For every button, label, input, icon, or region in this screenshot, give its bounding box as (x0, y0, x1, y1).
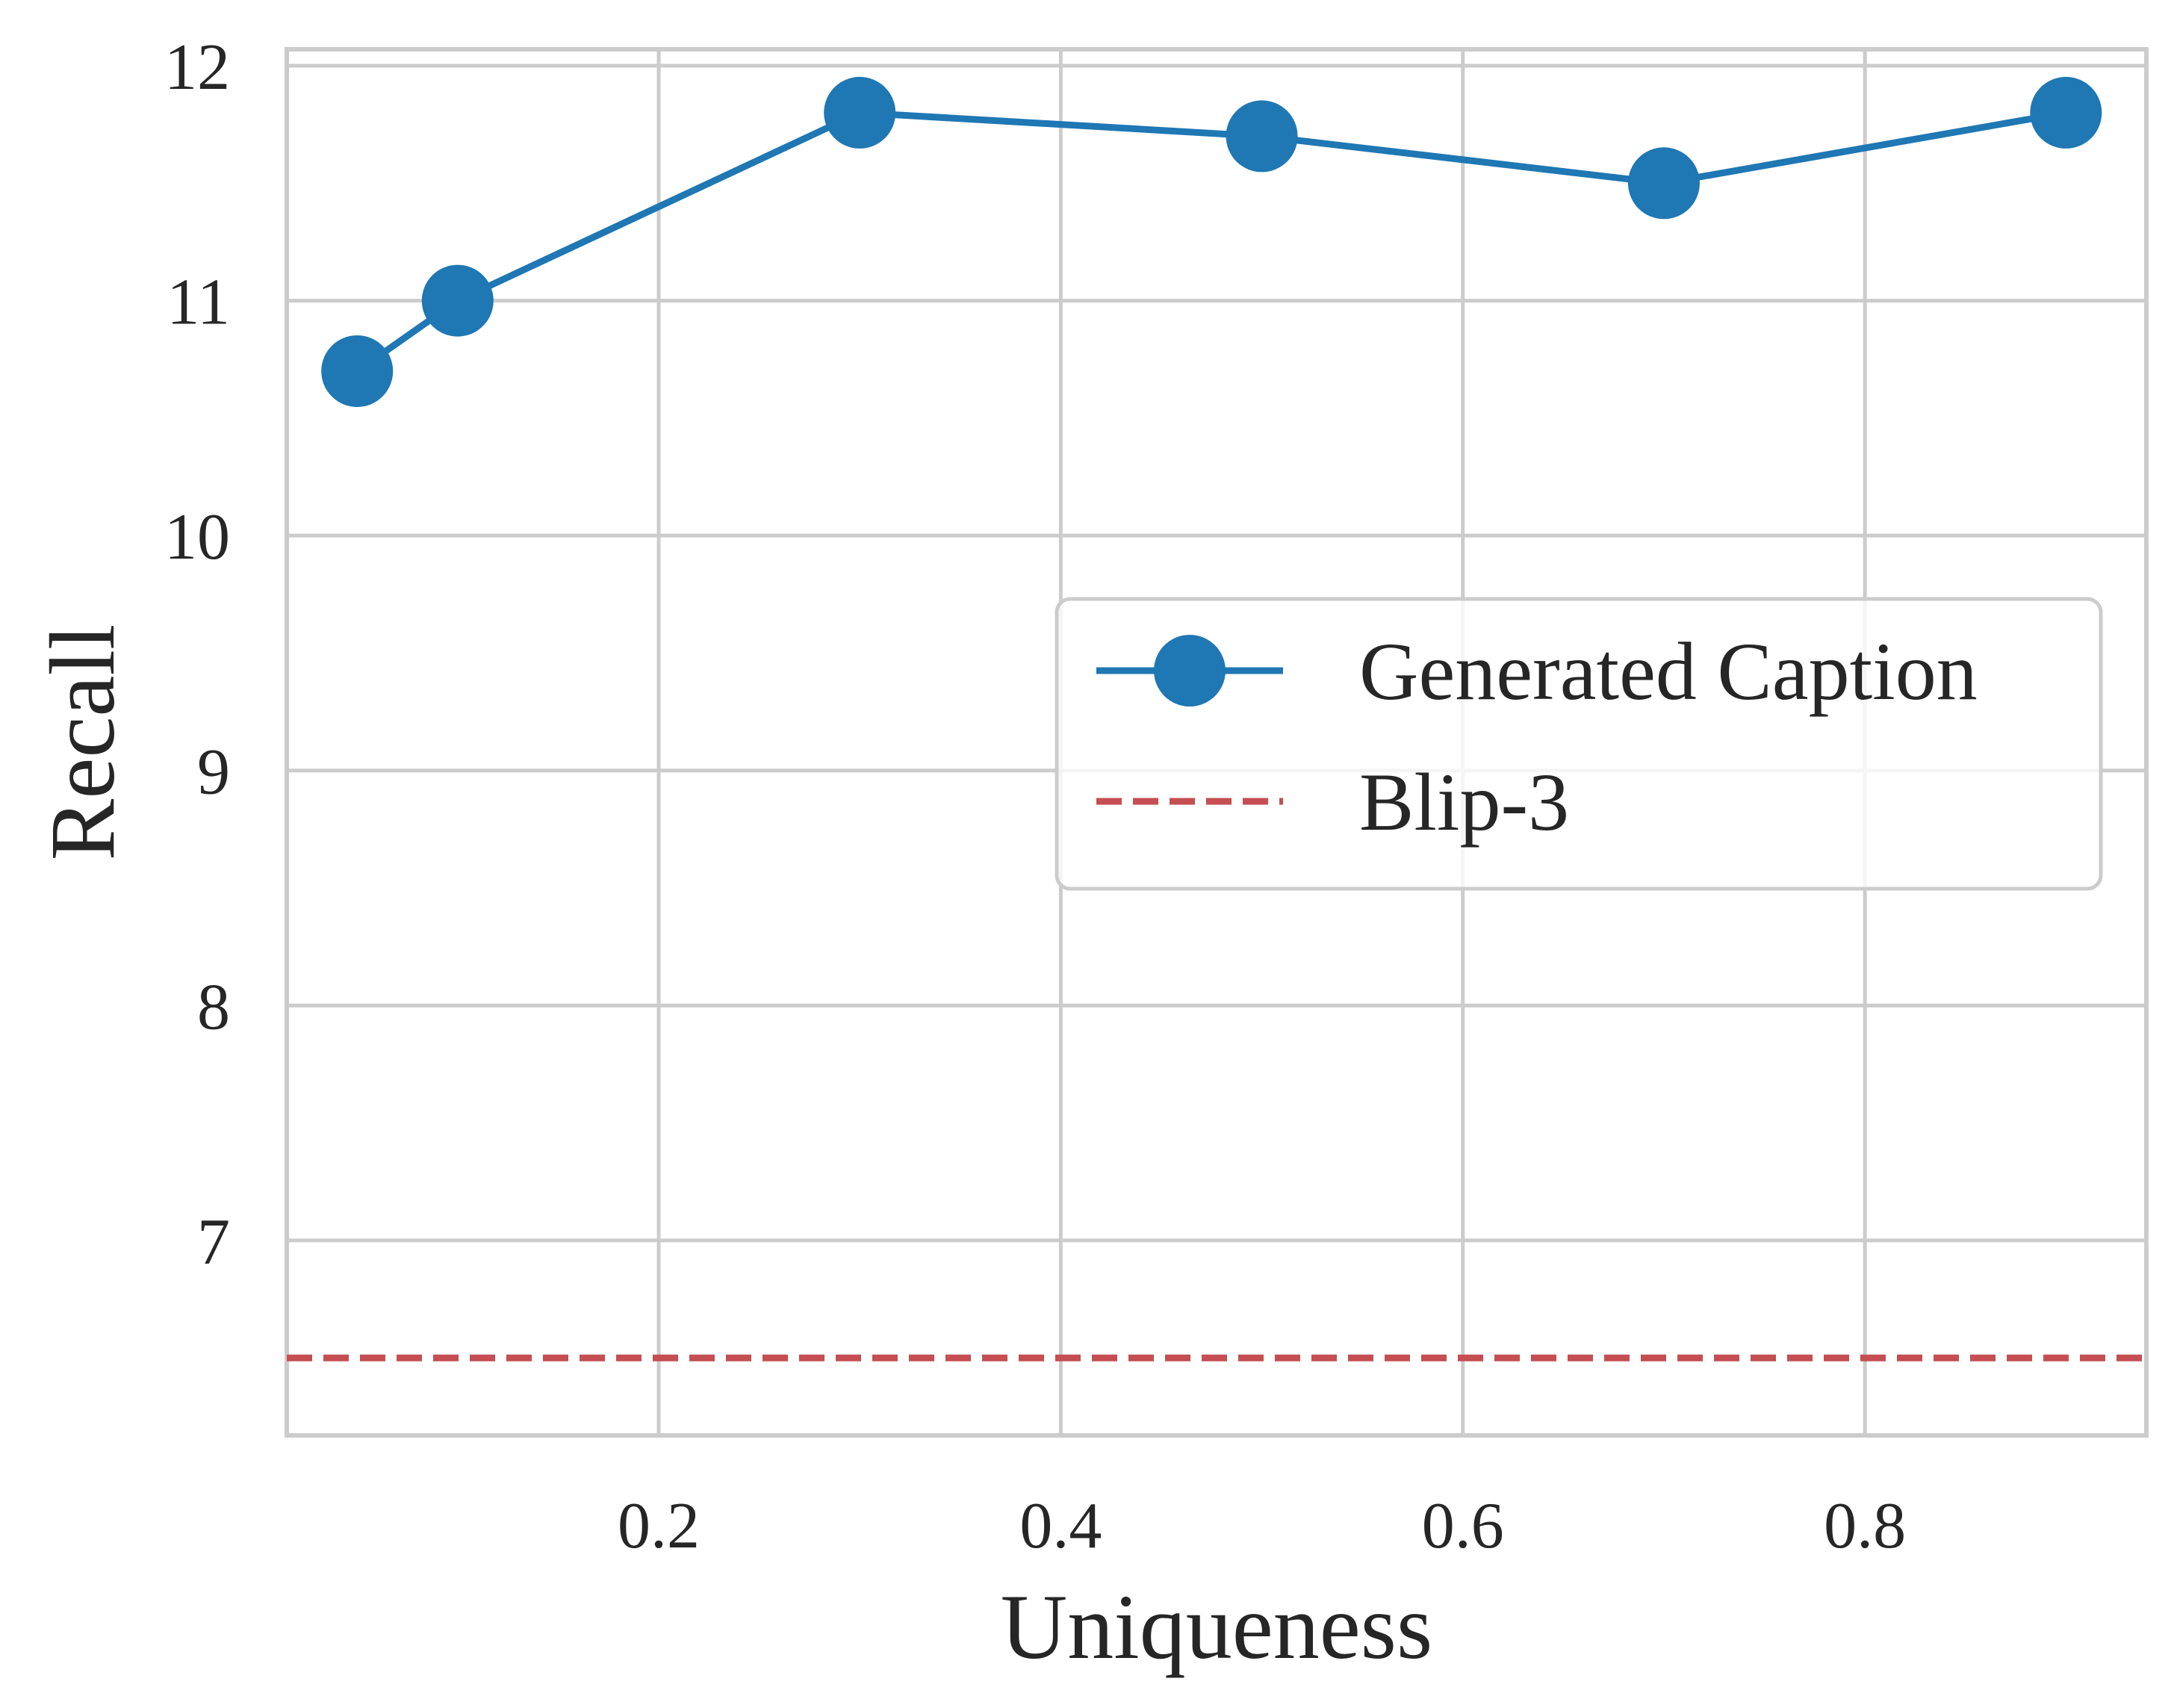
y-tick-label: 8 (197, 971, 230, 1043)
y-axis-label: Recall (31, 624, 134, 861)
y-tick-label: 7 (197, 1206, 230, 1279)
x-tick-label: 0.8 (1824, 1490, 1906, 1562)
series-layer (287, 76, 2146, 1361)
legend-label-blip-3: Blip-3 (1359, 757, 1569, 848)
data-point-generated-caption (1627, 147, 1700, 220)
data-point-generated-caption (824, 76, 896, 149)
tick-labels: 0.2 0.4 0.6 0.8 7 8 9 10 11 12 (164, 31, 1906, 1562)
x-tick-label: 0.4 (1019, 1490, 1102, 1562)
legend-marker-dot-generated-caption (1154, 635, 1226, 707)
x-tick-label: 0.2 (618, 1490, 700, 1562)
x-axis-label: Uniqueness (1001, 1576, 1433, 1678)
x-tick-label: 0.6 (1422, 1490, 1504, 1562)
legend-box (1055, 597, 2103, 891)
legend-label-generated-caption: Generated Caption (1359, 626, 1978, 717)
data-point-generated-caption (321, 335, 394, 407)
data-point-generated-caption (1226, 100, 1298, 173)
y-tick-label: 9 (197, 736, 230, 809)
y-tick-label: 12 (164, 31, 230, 104)
y-tick-label: 10 (164, 501, 230, 574)
data-point-generated-caption (421, 264, 494, 337)
legend: Generated Caption Blip-3 (1055, 597, 2103, 891)
y-tick-label: 11 (167, 267, 230, 339)
data-point-generated-caption (2030, 76, 2102, 149)
plot-frame (285, 47, 2149, 1438)
